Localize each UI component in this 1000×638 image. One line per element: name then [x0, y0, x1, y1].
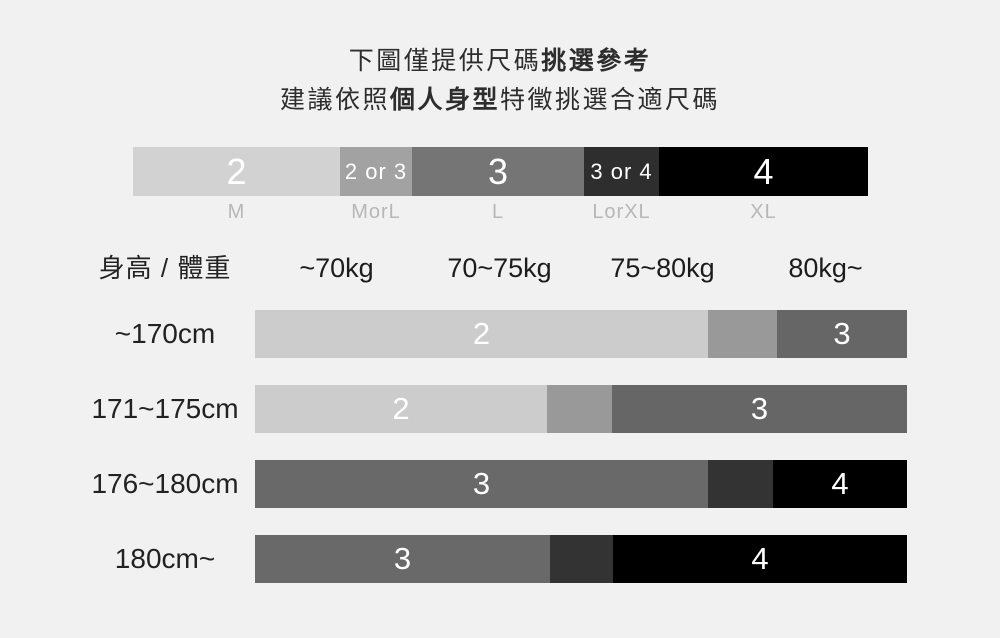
size-bar-transition-segment — [550, 535, 613, 583]
scale-segment: 3 or 4 — [584, 147, 659, 196]
scale-fit-label: L — [491, 201, 505, 223]
table-row: 171~175cm 2 3 — [0, 385, 1000, 433]
scale-segment: 2 or 3 — [340, 147, 412, 196]
title-emphasis-text: 個人身型 — [389, 86, 500, 114]
table-row: ~170cm 2 3 — [0, 310, 1000, 358]
size-bar-segment: 3 — [255, 535, 550, 583]
size-bar-transition-segment — [708, 460, 773, 508]
weight-column-header: 70~75kg — [447, 253, 552, 283]
header-height-weight-label: 身高 / 體重 — [98, 253, 232, 283]
size-bar-segment: 3 — [777, 310, 907, 358]
weight-column-header: 75~80kg — [610, 253, 715, 283]
title-line-1: 下圖僅提供尺碼挑選參考 — [0, 42, 1000, 81]
size-bar-segment: 4 — [613, 535, 907, 583]
size-scale-fit-labels: M MorL L LorXL XL — [133, 200, 868, 224]
title-emphasis-text: 挑選參考 — [541, 47, 652, 75]
weight-column-header: 80kg~ — [788, 253, 863, 283]
size-bar-segment: 2 — [255, 310, 708, 358]
title-text: 特徵挑選合適尺碼 — [500, 86, 721, 114]
scale-segment: 4 — [659, 147, 868, 196]
scale-fit-label: XL — [750, 201, 777, 223]
height-row-label: ~170cm — [114, 318, 216, 349]
size-bar-transition-segment — [547, 385, 612, 433]
height-row-label: 171~175cm — [91, 393, 239, 424]
weight-column-header: ~70kg — [299, 253, 374, 283]
scale-segment: 3 — [412, 147, 584, 196]
size-bar-segment: 3 — [612, 385, 907, 433]
weight-column-headers: ~70kg 70~75kg 75~80kg 80kg~ — [255, 251, 907, 285]
title-text: 建議依照 — [279, 86, 390, 114]
size-bar-transition-segment — [708, 310, 777, 358]
scale-segment: 2 — [133, 147, 340, 196]
title-text: 下圖僅提供尺碼 — [348, 47, 542, 75]
page-title: 下圖僅提供尺碼挑選參考 建議依照個人身型特徵挑選合適尺碼 — [0, 42, 1000, 120]
size-bar-segment: 2 — [255, 385, 547, 433]
height-row-label: 176~180cm — [91, 468, 239, 499]
title-line-2: 建議依照個人身型特徵挑選合適尺碼 — [0, 81, 1000, 120]
size-bar-segment: 3 — [255, 460, 708, 508]
table-row: 176~180cm 3 4 — [0, 460, 1000, 508]
height-row-label: 180cm~ — [114, 543, 216, 574]
scale-fit-label: LorXL — [592, 201, 651, 223]
size-bar-segment: 4 — [773, 460, 907, 508]
scale-fit-label: M — [227, 201, 246, 223]
scale-fit-label: MorL — [351, 201, 401, 223]
size-table-rows: ~170cm 2 3 171~175cm 2 3 176~180cm 3 4 180cm~ 3 4 — [0, 310, 1000, 610]
table-header-row: 身高 / 體重 ~70kg 70~75kg 75~80kg 80kg~ — [0, 251, 1000, 285]
table-row: 180cm~ 3 4 — [0, 535, 1000, 583]
